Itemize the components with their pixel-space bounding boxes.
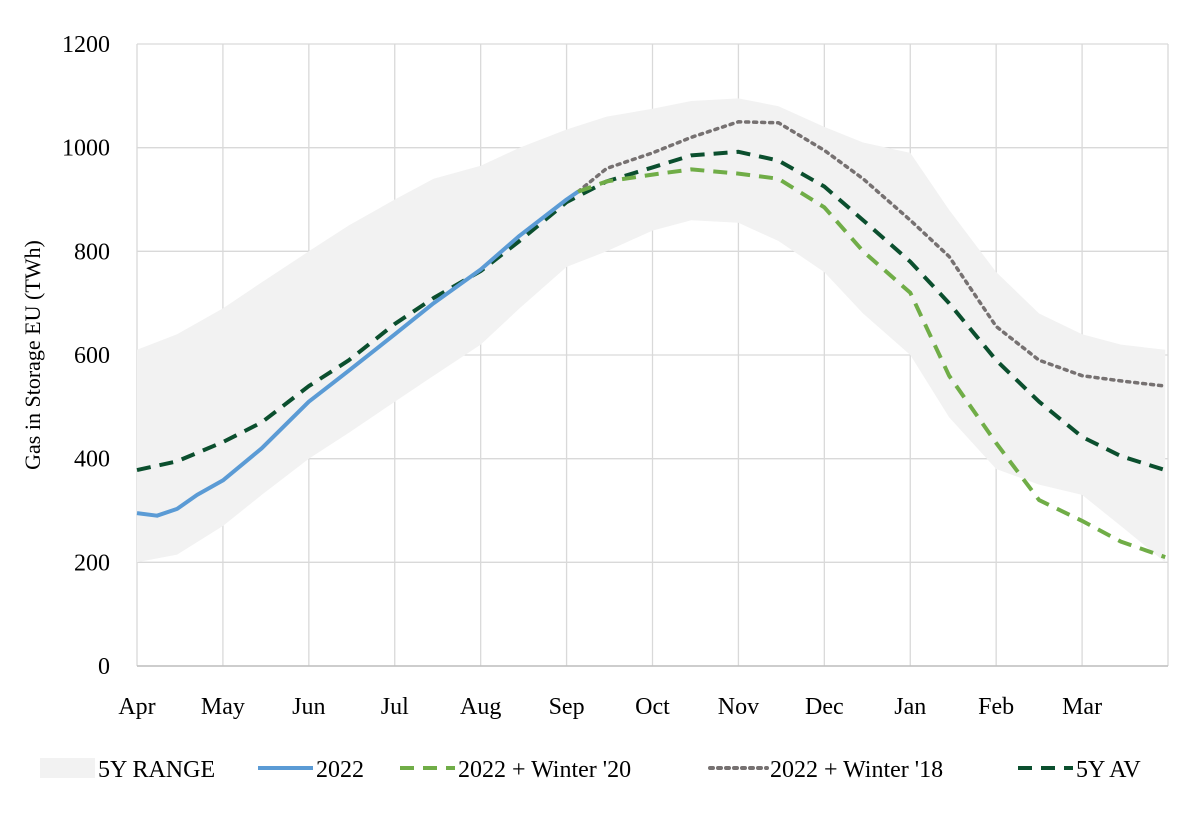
5y-range-band <box>137 98 1166 563</box>
x-tick-label: Aug <box>460 694 501 720</box>
legend: 5Y RANGE 2022 2022 + Winter '20 2022 + Wint… <box>40 757 1141 783</box>
axes: 0 200 400 600 800 1000 1200 Apr May Jun Jul Aug Sep O… <box>62 32 1168 720</box>
series-line-2022 <box>136 190 580 518</box>
y-tick-label: 600 <box>74 343 110 369</box>
y-tick-label: 200 <box>74 550 110 576</box>
series-lines <box>136 120 1167 559</box>
legend-label: 2022 <box>316 757 364 783</box>
y-tick-label: 0 <box>98 654 110 680</box>
x-tick-label: Jun <box>292 694 325 720</box>
legend-swatch-5y-range <box>40 758 95 778</box>
series-line-2022-winter-20 <box>577 167 1166 559</box>
y-axis-label: Gas in Storage EU (TWh) <box>20 240 45 470</box>
x-tick-label: Jul <box>381 694 409 720</box>
legend-label: 5Y RANGE <box>98 757 215 783</box>
legend-label: 5Y AV <box>1076 757 1141 783</box>
legend-label: 2022 + Winter '18 <box>770 757 943 783</box>
y-tick-label: 400 <box>74 447 110 473</box>
y-tick-label: 1000 <box>62 136 110 162</box>
x-tick-label: Nov <box>718 694 759 720</box>
x-tick-label: Oct <box>635 694 670 720</box>
legend-label: 2022 + Winter '20 <box>458 757 631 783</box>
x-tick-label: Dec <box>805 694 844 720</box>
x-tick-label: Mar <box>1062 694 1102 720</box>
x-tick-label: Feb <box>978 694 1014 720</box>
y-tick-label: 800 <box>74 239 110 265</box>
x-tick-label: Apr <box>118 694 155 720</box>
series-line-2022-winter-18 <box>576 120 1167 388</box>
y-tick-label: 1200 <box>62 32 110 58</box>
x-tick-label: Jan <box>894 694 926 720</box>
series-line-5y-av <box>136 149 1166 473</box>
x-tick-label: Sep <box>549 694 585 720</box>
x-tick-label: May <box>201 694 245 720</box>
